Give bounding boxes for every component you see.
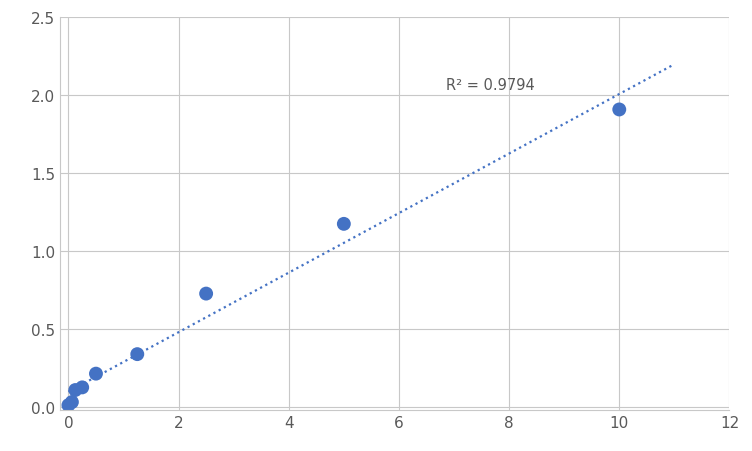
- Point: [90, 370, 102, 377]
- Point: [62, 402, 74, 409]
- Point: [200, 290, 212, 298]
- Point: [69, 387, 81, 394]
- Point: [76, 384, 88, 391]
- Point: [66, 399, 78, 406]
- Point: [613, 106, 625, 114]
- Point: [338, 221, 350, 228]
- Point: [132, 351, 144, 358]
- Text: R² = 0.9794: R² = 0.9794: [446, 78, 535, 92]
